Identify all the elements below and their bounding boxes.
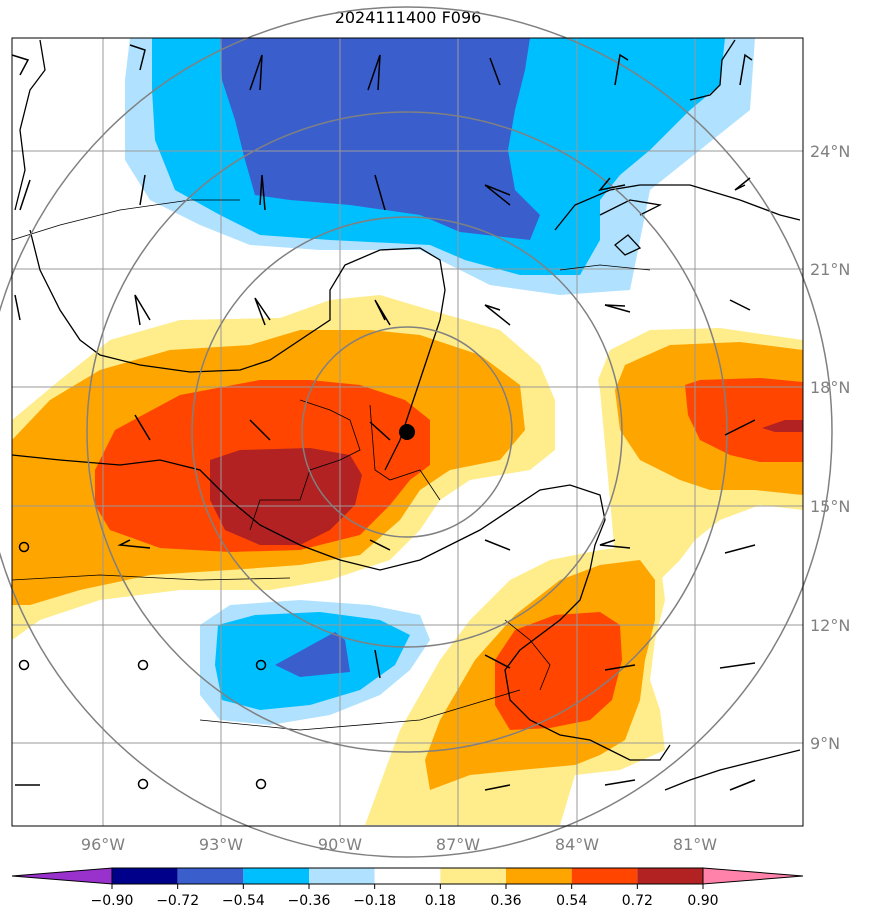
range-rings bbox=[0, 6, 833, 858]
lon-label-90w: 90°W bbox=[318, 835, 362, 854]
contour-dark-blue-north bbox=[220, 38, 540, 240]
colorbar-tick-label: −0.90 bbox=[91, 893, 134, 909]
lat-label-18n: 18°N bbox=[810, 378, 850, 397]
lon-label-96w: 96°W bbox=[81, 835, 125, 854]
colorbar-tick-label: 0.18 bbox=[425, 893, 456, 909]
coastlines bbox=[11, 39, 801, 791]
map-frame bbox=[11, 37, 804, 827]
colorbar-tick-label: −0.54 bbox=[222, 893, 265, 909]
colorbar-tick-label: 0.72 bbox=[622, 893, 653, 909]
contour-dark-red-east bbox=[762, 420, 803, 432]
lon-label-81w: 81°W bbox=[673, 835, 717, 854]
colorbar-segment bbox=[440, 868, 506, 884]
contour-red-orange-south bbox=[495, 612, 622, 730]
calm-wind-markers bbox=[18, 541, 267, 790]
lat-label-12n: 12°N bbox=[810, 616, 850, 635]
colorbar-tick-label: 0.54 bbox=[556, 893, 587, 909]
lon-label-87w: 87°W bbox=[436, 835, 480, 854]
colorbar-segment bbox=[506, 868, 572, 884]
storm-center-marker bbox=[399, 424, 415, 440]
colorbar-segment bbox=[637, 868, 703, 884]
colorbar-tick-label: 0.36 bbox=[490, 893, 521, 909]
colorbar-segment bbox=[309, 868, 375, 884]
country-borders bbox=[11, 199, 651, 731]
wind-barbs bbox=[11, 44, 756, 791]
lat-label-21n: 21°N bbox=[810, 260, 850, 279]
lon-label-84w: 84°W bbox=[555, 835, 599, 854]
colorbar-tick-label: −0.36 bbox=[288, 893, 331, 909]
colorbar-tick-label: 0.90 bbox=[687, 893, 718, 909]
colorbar-tick-label: −0.72 bbox=[156, 893, 199, 909]
lat-label-24n: 24°N bbox=[810, 142, 850, 161]
colorbar-tick-label: −0.18 bbox=[353, 893, 396, 909]
colorbar: −0.90 −0.72 −0.54 −0.36 −0.18 0.18 0.36 0.54 0.7… bbox=[11, 867, 804, 909]
lat-label-15n: 15°N bbox=[810, 497, 850, 516]
colorbar-extension-low bbox=[11, 867, 113, 885]
colorbar-segment bbox=[243, 868, 309, 884]
contour-dark-red-west bbox=[210, 448, 362, 545]
colorbar-extension-high bbox=[702, 867, 804, 885]
colorbar-segment bbox=[571, 868, 638, 884]
graticule bbox=[12, 38, 803, 826]
colorbar-segment bbox=[374, 868, 441, 884]
lat-label-9n: 9°N bbox=[810, 734, 840, 753]
colorbar-segment bbox=[112, 868, 178, 884]
contour-red-orange-east bbox=[685, 378, 803, 462]
colorbar-segment bbox=[177, 868, 244, 884]
contour-dark-blue-south bbox=[275, 632, 350, 677]
colorbar-outline bbox=[111, 867, 704, 885]
lon-label-93w: 93°W bbox=[199, 835, 243, 854]
map-title: 2024111400 F096 bbox=[334, 8, 482, 27]
anomaly-field bbox=[12, 38, 803, 825]
